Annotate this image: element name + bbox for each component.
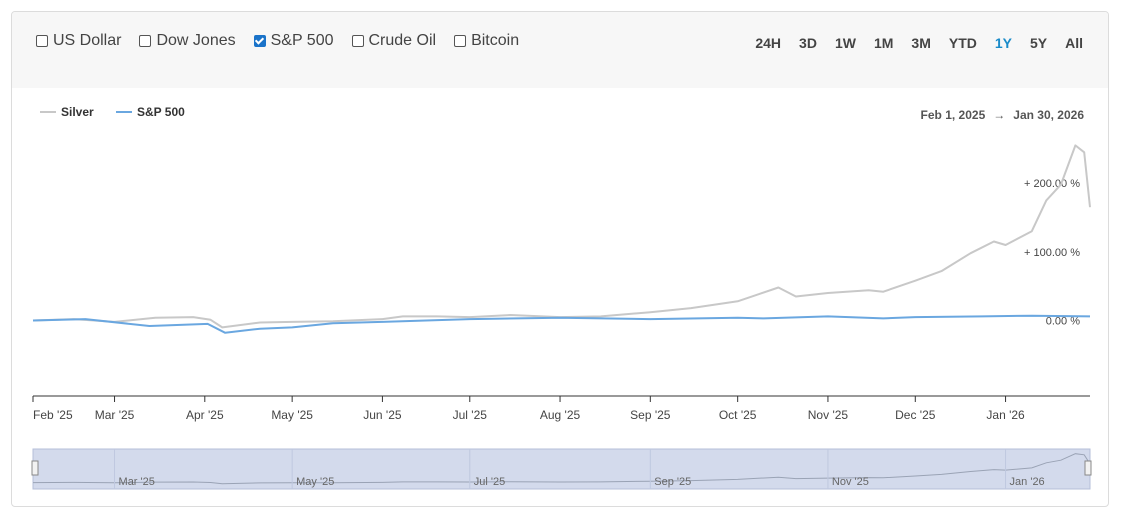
navigator[interactable]: Mar '25 May '25 Jul '25 Sep '25 Nov '25 Jan '…: [31, 448, 1092, 490]
checkbox-checked-icon[interactable]: [253, 35, 266, 47]
compare-us-dollar[interactable]: US Dollar: [36, 32, 121, 50]
x-tick-label: Oct '25: [719, 408, 757, 422]
date-range: Feb 1, 2025 → Jan 30, 2026: [921, 108, 1085, 122]
x-tick-label: Jun '25: [363, 408, 402, 422]
price-chart: Silver S&P 500 Feb 1, 2025 → Jan 30, 2026 …: [31, 105, 1092, 490]
compare-crude-oil[interactable]: Crude Oil: [351, 32, 437, 50]
x-tick-label: Aug '25: [540, 408, 581, 422]
navigator-tick-label: Sep '25: [654, 476, 691, 488]
checkbox-icon[interactable]: [351, 35, 364, 47]
y-tick-label: 0.00 %: [1046, 315, 1080, 327]
checkbox-icon[interactable]: [36, 35, 48, 47]
compare-dow-jones[interactable]: Dow Jones: [139, 32, 236, 50]
range-5y-button[interactable]: 5Y: [1029, 35, 1048, 51]
x-axis: Feb '25 Mar '25 Apr '25 May '25 Jun '25 Jul '…: [32, 395, 1090, 422]
navigator-tick-label: Nov '25: [832, 476, 869, 488]
y-tick-label: + 100.00 %: [1024, 247, 1080, 259]
compare-label: Bitcoin: [471, 32, 520, 49]
legend: Silver S&P 500: [40, 105, 185, 119]
navigator-handle-right[interactable]: [1084, 460, 1092, 476]
compare-checkboxes: US Dollar Dow Jones S&P 500 Crude Oil Bi…: [36, 32, 519, 50]
navigator-tick-label: Mar '25: [119, 476, 155, 488]
range-selector: 24H 3D 1W 1M 3M YTD 1Y 5Y All: [746, 35, 1092, 51]
navigator-tick-label: May '25: [296, 476, 334, 488]
range-3d-button[interactable]: 3D: [799, 35, 817, 51]
compare-bitcoin[interactable]: Bitcoin: [454, 32, 519, 50]
range-1w-button[interactable]: 1W: [834, 35, 856, 51]
range-3m-button[interactable]: 3M: [911, 35, 931, 51]
compare-label: US Dollar: [53, 32, 122, 49]
chart-toolbar: US Dollar Dow Jones S&P 500 Crude Oil Bi…: [12, 12, 1108, 88]
chart-card: US Dollar Dow Jones S&P 500 Crude Oil Bi…: [11, 11, 1109, 507]
x-tick-label: Feb '25: [33, 408, 73, 422]
x-tick-label: May '25: [271, 408, 313, 422]
x-tick-label: Apr '25: [186, 408, 224, 422]
range-all-button[interactable]: All: [1065, 35, 1083, 51]
x-tick-label: Jan '26: [986, 408, 1025, 422]
range-1y-button[interactable]: 1Y: [994, 35, 1012, 51]
navigator-window[interactable]: [32, 448, 1091, 490]
plot-area: 0.00 % + 100.00 % + 200.00 %: [32, 144, 1091, 334]
series-line-silver: [32, 144, 1091, 329]
legend-item-silver[interactable]: Silver: [40, 105, 94, 119]
x-tick-label: Jul '25: [453, 408, 488, 422]
x-tick-label: Dec '25: [895, 408, 936, 422]
checkbox-icon[interactable]: [454, 35, 467, 47]
date-range-from: Feb 1, 2025: [921, 108, 986, 122]
range-1m-button[interactable]: 1M: [873, 35, 894, 51]
range-ytd-button[interactable]: YTD: [948, 35, 977, 51]
x-tick-label: Nov '25: [808, 408, 849, 422]
date-range-to: Jan 30, 2026: [1013, 108, 1084, 122]
x-tick-label: Mar '25: [95, 408, 135, 422]
navigator-tick-label: Jul '25: [474, 476, 505, 488]
svg-text:Feb 1, 2025→Jan 30, 2026: Feb 1, 2025 → Jan 30, 2026: [921, 108, 1085, 122]
compare-sp500[interactable]: S&P 500: [253, 32, 334, 50]
compare-label: Crude Oil: [368, 32, 437, 49]
series-line-sp500: [32, 314, 1091, 334]
navigator-handle-left[interactable]: [31, 460, 39, 476]
legend-label-sp500: S&P 500: [137, 105, 185, 119]
legend-item-sp500[interactable]: S&P 500: [116, 105, 185, 119]
y-tick-label: + 200.00 %: [1024, 178, 1080, 190]
date-range-arrow-icon: →: [993, 108, 1005, 122]
checkbox-icon[interactable]: [139, 35, 152, 47]
range-24h-button[interactable]: 24H: [755, 35, 782, 51]
compare-label: S&P 500: [270, 32, 334, 49]
compare-label: Dow Jones: [156, 32, 236, 49]
legend-label-silver: Silver: [61, 105, 94, 119]
navigator-tick-label: Jan '26: [1010, 476, 1045, 488]
x-tick-label: Sep '25: [630, 408, 671, 422]
